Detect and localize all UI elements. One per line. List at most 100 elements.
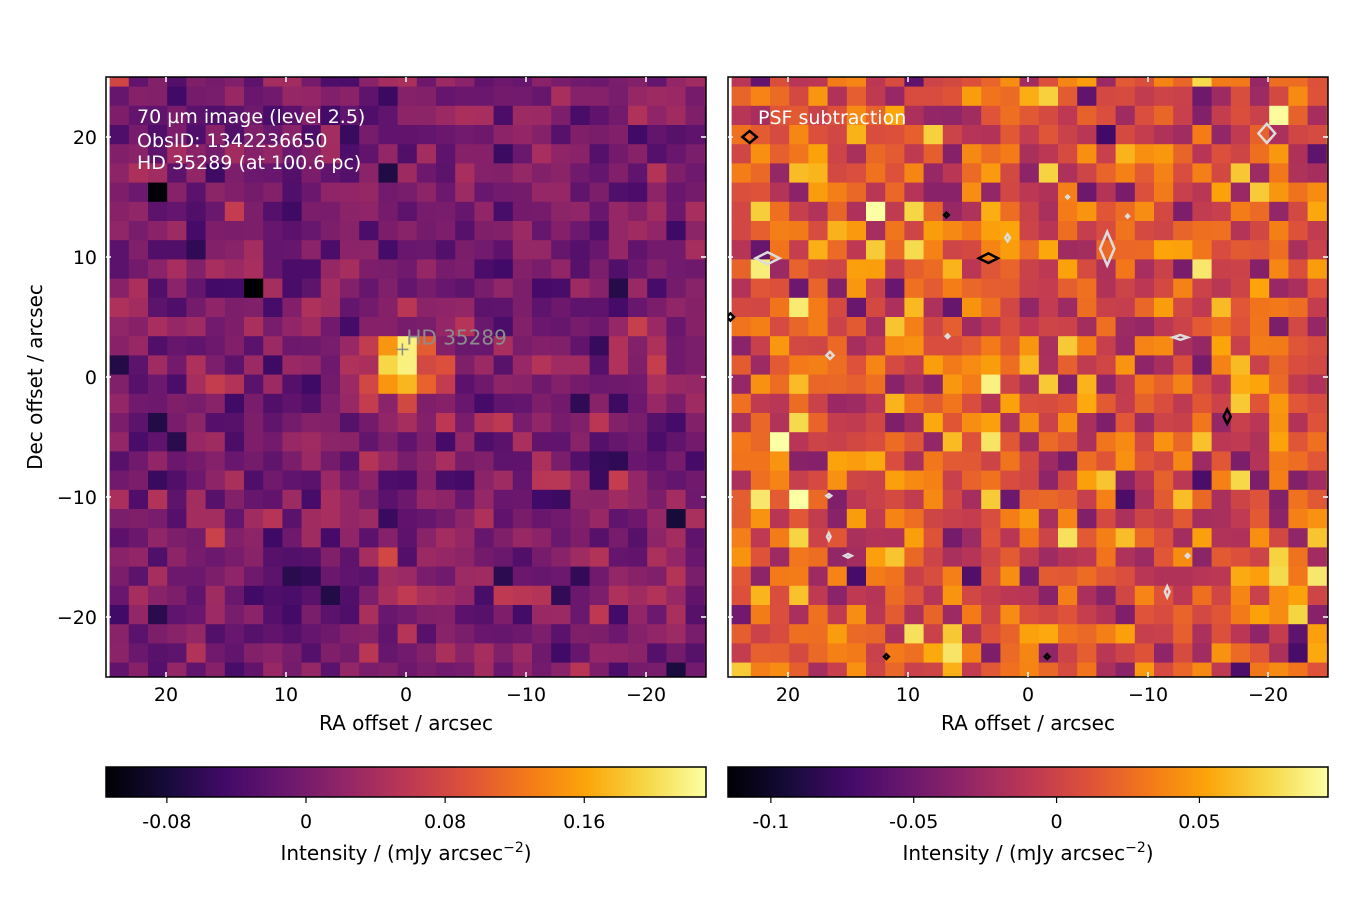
heatmap-cell xyxy=(866,547,886,568)
heatmap-cell xyxy=(750,662,771,677)
heatmap-cell xyxy=(320,317,341,337)
heatmap-cell xyxy=(685,470,706,491)
heatmap-cell xyxy=(770,144,790,164)
heatmap-cell xyxy=(1307,489,1328,510)
heatmap-cell xyxy=(685,566,706,587)
heatmap-cell xyxy=(750,547,771,568)
heatmap-cell xyxy=(397,566,418,587)
heatmap-cell xyxy=(628,297,648,318)
heatmap-cell xyxy=(186,240,207,260)
heatmap-cell xyxy=(416,336,437,356)
heatmap-cell xyxy=(685,585,706,606)
heatmap-cell xyxy=(750,432,771,452)
heatmap-cell xyxy=(846,547,867,568)
heatmap-cell xyxy=(1250,451,1270,472)
heatmap-cell xyxy=(608,105,629,126)
heatmap-cell xyxy=(474,432,495,452)
heatmap-cell xyxy=(846,201,867,222)
heatmap-cell xyxy=(981,77,1001,88)
heatmap-cell xyxy=(148,297,168,318)
heatmap-cell xyxy=(1058,355,1078,376)
heatmap-cell xyxy=(628,77,648,88)
heatmap-cell xyxy=(904,221,925,241)
heatmap-cell xyxy=(512,86,533,107)
heatmap-cell xyxy=(685,163,706,184)
heatmap-cell xyxy=(205,77,226,88)
heatmap-cell xyxy=(224,259,245,280)
heatmap-cell xyxy=(359,297,379,318)
heatmap-cell xyxy=(474,125,495,145)
heatmap-cell xyxy=(962,489,982,510)
contour xyxy=(1003,231,1012,244)
heatmap-cell xyxy=(666,163,687,184)
heatmap-cell xyxy=(205,163,226,184)
heatmap-cell xyxy=(474,317,495,337)
heatmap-cell xyxy=(685,336,706,356)
heatmap-cell xyxy=(224,317,245,337)
heatmap-cell xyxy=(685,201,706,222)
heatmap-cell xyxy=(608,125,629,145)
heatmap-cell xyxy=(1211,624,1232,644)
heatmap-cell xyxy=(244,432,264,452)
heatmap-cell xyxy=(1154,374,1174,395)
heatmap-cell xyxy=(1058,528,1078,548)
heatmap-cell xyxy=(923,355,944,376)
heatmap-cell xyxy=(808,144,829,164)
heatmap-cell xyxy=(628,355,648,376)
heatmap-cell xyxy=(359,144,379,164)
heatmap-cell xyxy=(1038,643,1059,664)
heatmap-cell xyxy=(1307,259,1328,280)
heatmap-cell xyxy=(589,528,610,548)
heatmap-cell xyxy=(770,624,790,644)
heatmap-cell xyxy=(1115,605,1136,625)
heatmap-cell xyxy=(666,566,687,587)
heatmap-cell xyxy=(301,432,322,452)
heatmap-cell xyxy=(551,393,571,414)
heatmap-cell xyxy=(1019,355,1040,376)
heatmap-cell xyxy=(128,125,149,145)
heatmap-cell xyxy=(1019,259,1040,280)
heatmap-cell xyxy=(923,182,944,203)
heatmap-cell xyxy=(608,86,629,107)
heatmap-cell xyxy=(904,105,925,126)
heatmap-cell xyxy=(340,585,360,606)
heatmap-cell xyxy=(167,547,187,568)
heatmap-cell xyxy=(1307,317,1328,337)
heatmap-cell xyxy=(128,182,149,203)
heatmap-cell xyxy=(320,393,341,414)
heatmap-cell xyxy=(263,182,283,203)
heatmap-cell xyxy=(827,393,848,414)
heatmap-cell xyxy=(1134,259,1155,280)
heatmap-cell xyxy=(436,144,456,164)
heatmap-cell xyxy=(263,451,283,472)
heatmap-cell xyxy=(493,624,514,644)
heatmap-cell xyxy=(128,528,149,548)
heatmap-cell xyxy=(962,86,982,107)
heatmap-cell xyxy=(570,432,591,452)
heatmap-cell xyxy=(981,413,1001,433)
heatmap-cell xyxy=(493,605,514,625)
heatmap-cell xyxy=(570,278,591,299)
heatmap-cell xyxy=(770,470,790,491)
heatmap-cell xyxy=(704,547,706,568)
heatmap-cell xyxy=(846,77,867,88)
heatmap-cell xyxy=(904,413,925,433)
heatmap-cell xyxy=(608,144,629,164)
heatmap-cell xyxy=(340,489,360,510)
heatmap-cell xyxy=(416,585,437,606)
heatmap-cell xyxy=(628,547,648,568)
heatmap-cell xyxy=(493,182,514,203)
heatmap-cell xyxy=(846,221,867,241)
heatmap-cell xyxy=(282,259,303,280)
heatmap-cell xyxy=(827,317,848,337)
heatmap-cell xyxy=(770,355,790,376)
heatmap-cell xyxy=(1077,201,1097,222)
heatmap-cell xyxy=(1096,336,1117,356)
heatmap-cell xyxy=(885,605,905,625)
heatmap-cell xyxy=(205,278,226,299)
heatmap-cell xyxy=(1173,221,1193,241)
heatmap-cell xyxy=(205,221,226,241)
heatmap-cell xyxy=(1307,355,1328,376)
heatmap-cell xyxy=(512,259,533,280)
annotation-image-level: 70 µm image (level 2.5) xyxy=(137,106,365,128)
